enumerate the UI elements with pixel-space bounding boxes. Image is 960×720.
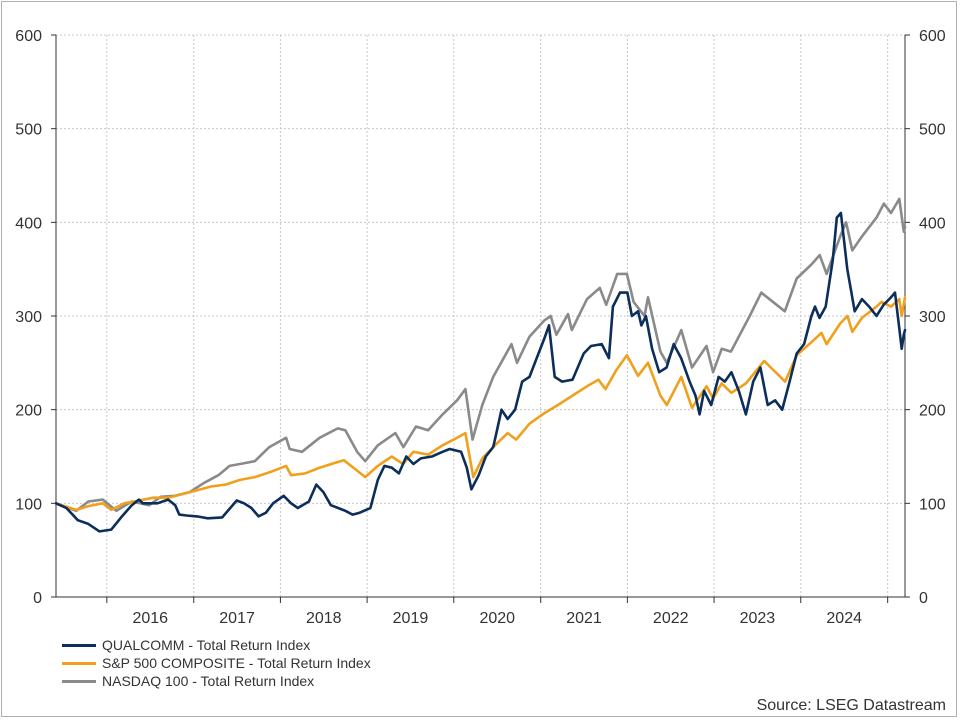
source-note: Source: LSEG Datastream	[756, 697, 946, 714]
legend-swatch-sp500	[62, 661, 96, 665]
y-tick-label-right: 300	[919, 309, 946, 326]
legend: QUALCOMM - Total Return Index S&P 500 CO…	[62, 636, 371, 690]
x-tick-label: 2021	[566, 610, 602, 627]
series-line-nasdaq	[54, 197, 907, 513]
legend-label: NASDAQ 100 - Total Return Index	[102, 673, 315, 689]
gridlines	[56, 34, 905, 598]
series-line-qualcomm	[54, 211, 907, 533]
y-tick-label-right: 500	[919, 122, 946, 139]
y-tick-label-right: 200	[919, 403, 946, 420]
y-tick-label-right: 600	[919, 28, 946, 45]
y-tick-label-right: 100	[919, 496, 946, 513]
series-line-sp	[54, 295, 907, 512]
legend-label: S&P 500 COMPOSITE - Total Return Index	[102, 655, 371, 671]
legend-label: QUALCOMM - Total Return Index	[102, 637, 311, 653]
y-tick-label-left: 300	[15, 309, 42, 326]
x-tick-label: 2020	[479, 610, 515, 627]
x-tick-label: 2018	[306, 610, 342, 627]
legend-swatch-qualcomm	[62, 643, 96, 647]
legend-item-qualcomm: QUALCOMM - Total Return Index	[62, 636, 371, 654]
legend-item-sp500: S&P 500 COMPOSITE - Total Return Index	[62, 654, 371, 672]
y-tick-label-left: 200	[15, 403, 42, 420]
y-tick-label-left: 400	[15, 215, 42, 232]
y-tick-label-left: 100	[15, 496, 42, 513]
y-tick-label-left: 600	[15, 28, 42, 45]
y-tick-label-left: 0	[33, 590, 42, 607]
y-tick-label-left: 500	[15, 122, 42, 139]
y-tick-label-right: 400	[919, 215, 946, 232]
x-tick-label: 2016	[132, 610, 168, 627]
legend-swatch-nasdaq	[62, 679, 96, 683]
x-tick-label: 2023	[740, 610, 776, 627]
y-tick-label-right: 0	[919, 590, 928, 607]
legend-item-nasdaq: NASDAQ 100 - Total Return Index	[62, 672, 371, 690]
x-tick-label: 2019	[393, 610, 429, 627]
x-tick-label: 2022	[653, 610, 689, 627]
axes: 0 0 100 100 200 200 300 300 400 400 500 500 600 600 20…	[15, 28, 946, 627]
x-tick-label: 2024	[826, 610, 862, 627]
x-tick-label: 2017	[219, 610, 255, 627]
series-lines	[54, 197, 907, 533]
